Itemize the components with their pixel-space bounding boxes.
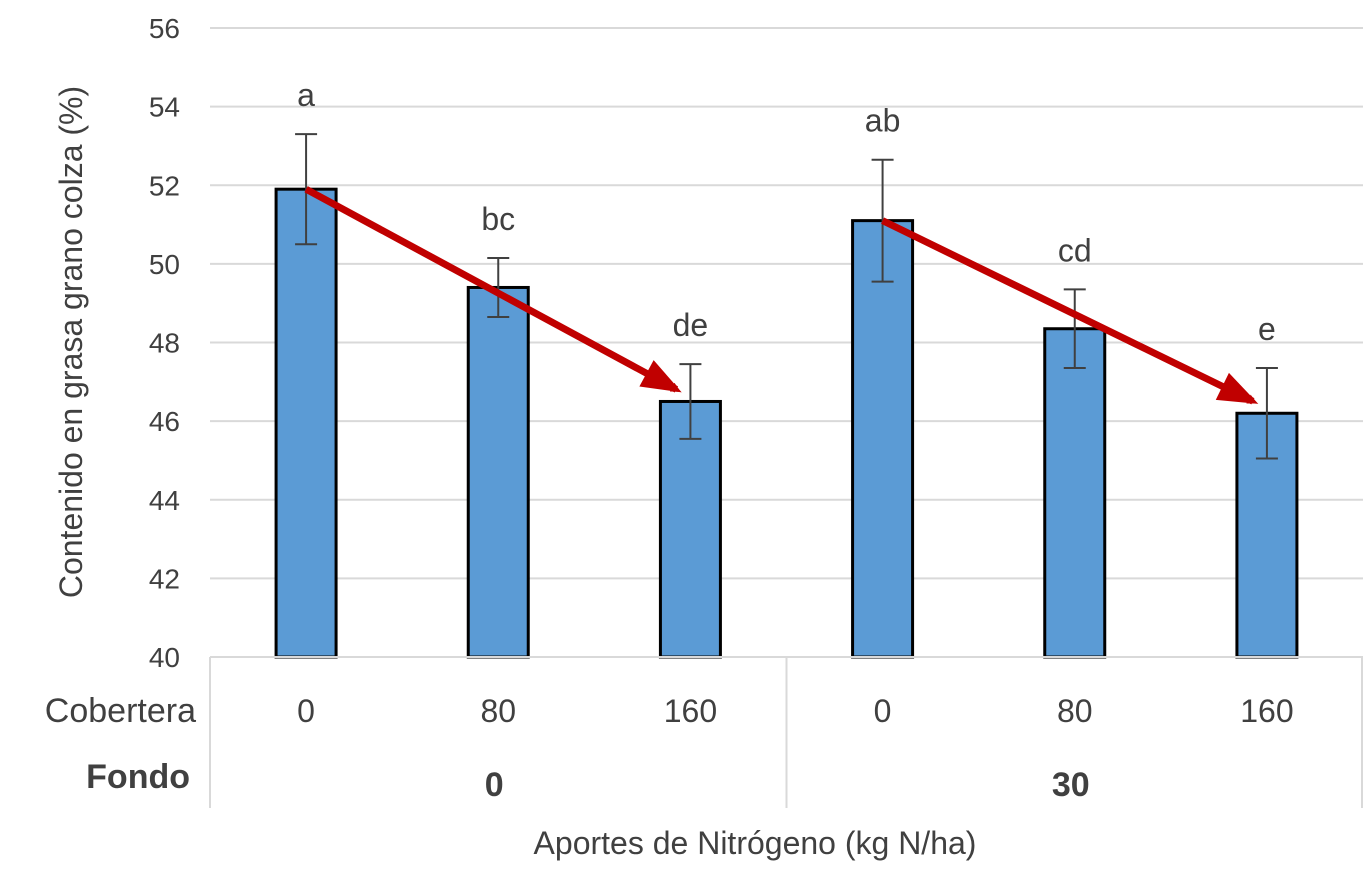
bar	[1043, 327, 1107, 659]
bar	[851, 219, 915, 659]
x-tick-label: 0	[297, 693, 315, 729]
y-tick-label: 54	[149, 92, 180, 123]
bar	[658, 399, 722, 659]
trend-arrow	[881, 217, 1258, 405]
x-axis-title: Aportes de Nitrógeno (kg N/ha)	[534, 825, 977, 861]
bar	[274, 187, 338, 659]
group-label: 30	[1052, 766, 1090, 804]
row-title-fondo: Fondo	[86, 758, 190, 796]
y-tick-label: 48	[149, 328, 180, 359]
x-tick-label: 160	[1240, 693, 1293, 729]
x-tick-label: 160	[664, 693, 717, 729]
x-tick-label: 80	[480, 693, 516, 729]
bars	[274, 187, 1299, 659]
significance-label: a	[297, 77, 315, 113]
trend-arrowhead	[1215, 372, 1259, 404]
y-axis-title: Contenido en grasa grano colza (%)	[53, 86, 89, 598]
category-table: Cobertera Fondo 0 80 160 0 0 80 160 30	[45, 656, 1363, 808]
significance-label: de	[673, 307, 709, 343]
error-bars	[295, 133, 1278, 460]
y-tick-label: 50	[149, 249, 180, 280]
y-tick-label: 52	[149, 170, 180, 201]
gridlines	[210, 27, 1363, 580]
y-tick-label: 56	[149, 13, 180, 44]
x-tick-label: 0	[874, 693, 892, 729]
bar	[466, 285, 530, 659]
significance-label: e	[1258, 311, 1276, 347]
y-tick-label: 46	[149, 406, 180, 437]
y-tick-label: 40	[149, 642, 180, 673]
trend-arrowhead	[639, 360, 682, 393]
y-axis-ticks: 40 42 44 46 48 50 52 54 56	[149, 13, 180, 673]
significance-label: bc	[481, 201, 515, 237]
trend-arrow	[304, 186, 681, 393]
significance-label: cd	[1058, 232, 1092, 268]
x-tick-label: 80	[1057, 693, 1093, 729]
y-tick-label: 42	[149, 563, 180, 594]
significance-label: ab	[865, 103, 901, 139]
trend-arrows	[304, 186, 1259, 405]
group-label: 0	[485, 766, 504, 804]
row-title-cobertera: Cobertera	[45, 692, 196, 730]
y-tick-label: 44	[149, 485, 180, 516]
